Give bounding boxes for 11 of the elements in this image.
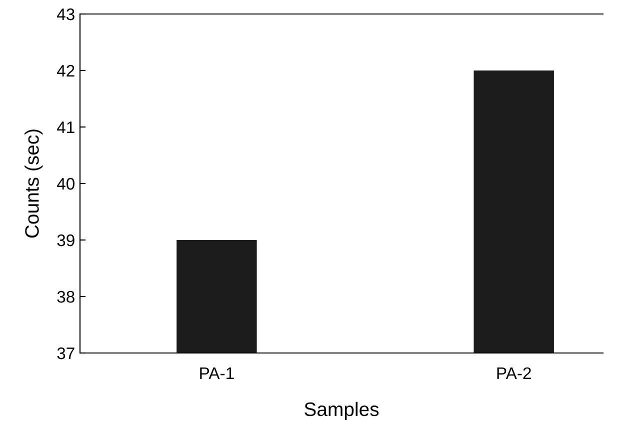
y-tick-label: 42: [56, 64, 74, 77]
x-tick-label: PA-1: [200, 368, 234, 379]
y-tick-label: 38: [57, 290, 74, 303]
y-tick-label: 37: [57, 347, 74, 360]
y-tick-label: 40: [56, 178, 74, 190]
y-tick-label: 39: [57, 234, 74, 246]
y-axis-title: Counts (sec): [24, 130, 43, 238]
x-tick-label: PA-2: [497, 367, 531, 379]
y-tick-label: 43: [56, 8, 74, 20]
x-axis-title: Samples: [304, 402, 379, 420]
y-tick-label: 41: [56, 122, 74, 134]
